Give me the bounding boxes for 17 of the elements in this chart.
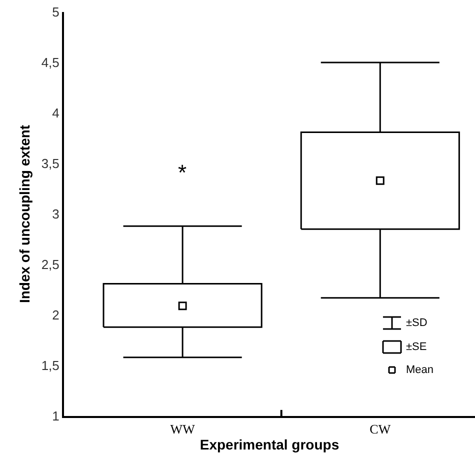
y-tick-label: 4,5: [41, 55, 60, 70]
annotation: *: [178, 160, 187, 185]
y-tick-label: 3: [52, 206, 60, 222]
annotation: ±SE: [406, 341, 427, 353]
y-tick-label: 1,5: [41, 358, 60, 374]
y-tick-label: 1: [52, 408, 60, 424]
y-tick-label: 5: [52, 4, 60, 20]
x-axis-title: Experimental groups: [200, 436, 340, 452]
y-tick-label: 2,5: [41, 257, 60, 272]
x-tick-label: CW: [370, 422, 392, 437]
annotation: Mean: [406, 364, 434, 376]
x-tick-label: WW: [170, 422, 196, 437]
y-axis-title: Index of uncoupling extent: [16, 124, 32, 304]
y-tick-label: 4: [52, 106, 60, 121]
y-tick-label: 2: [52, 308, 60, 323]
annotation: ±SD: [406, 317, 428, 329]
y-tick-label: 3,5: [41, 156, 60, 172]
